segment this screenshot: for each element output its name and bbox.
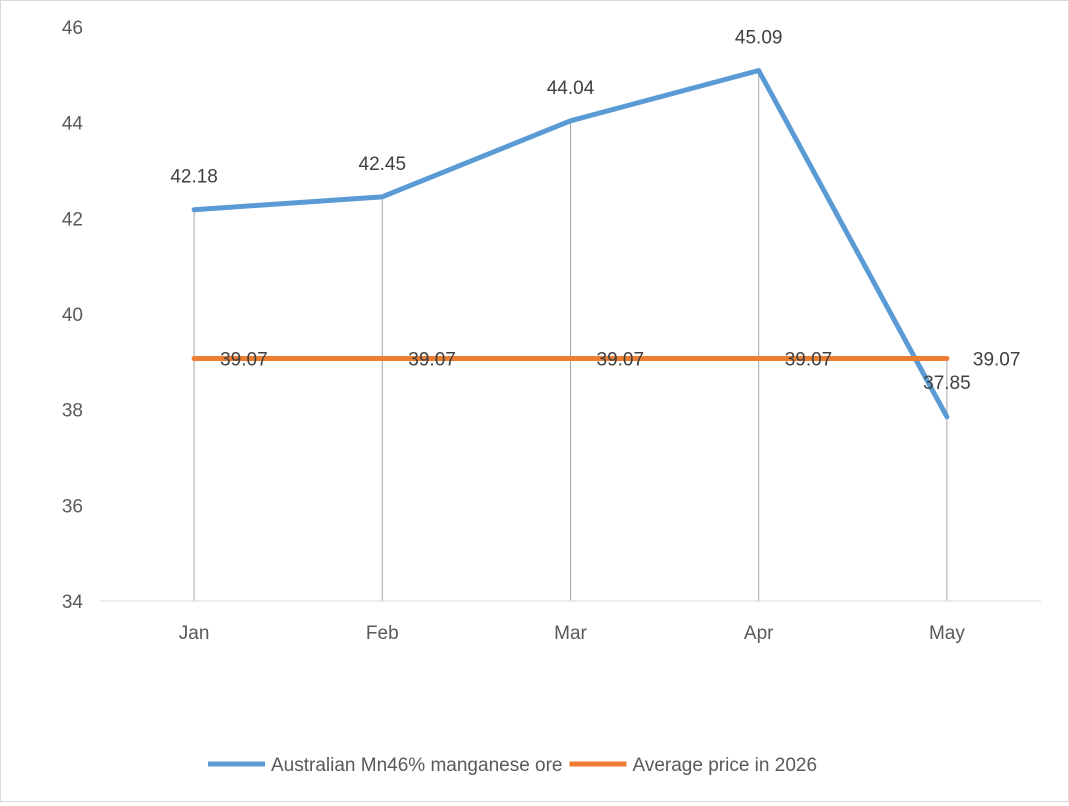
y-axis-ticks: 34 36 38 40 42 44 46 — [62, 18, 84, 613]
legend-label: Average price in 2026 — [633, 755, 818, 776]
x-tick-label: Feb — [366, 623, 399, 644]
drop-lines — [193, 70, 948, 601]
x-tick-label: Mar — [554, 623, 587, 644]
data-label: 45.09 — [735, 28, 783, 49]
data-label: 42.18 — [170, 167, 218, 188]
data-label: 39.07 — [785, 349, 833, 370]
x-tick-label: Apr — [744, 623, 774, 644]
data-label: 39.07 — [597, 349, 645, 370]
y-tick-label: 38 — [62, 401, 83, 422]
y-tick-label: 46 — [62, 18, 83, 39]
y-tick-label: 44 — [62, 114, 84, 135]
y-tick-label: 34 — [62, 592, 84, 613]
data-label: 42.45 — [359, 154, 407, 175]
legend-label: Australian Mn46% manganese ore — [271, 755, 563, 776]
data-label: 39.07 — [973, 349, 1021, 370]
data-label: 44.04 — [547, 78, 595, 99]
y-tick-label: 36 — [62, 496, 83, 517]
y-tick-label: 42 — [62, 209, 83, 230]
series-line-1 — [191, 68, 950, 420]
legend: Australian Mn46% manganese ore Average pr… — [208, 755, 817, 776]
y-tick-label: 40 — [62, 305, 83, 326]
x-tick-label: Jan — [179, 623, 210, 644]
data-label: 37.85 — [923, 373, 971, 394]
x-tick-label: May — [929, 623, 965, 644]
x-axis-ticks: Jan Feb Mar Apr May — [179, 623, 966, 644]
data-label: 39.07 — [220, 349, 268, 370]
series-lines — [191, 68, 950, 420]
data-label: 39.07 — [408, 349, 456, 370]
